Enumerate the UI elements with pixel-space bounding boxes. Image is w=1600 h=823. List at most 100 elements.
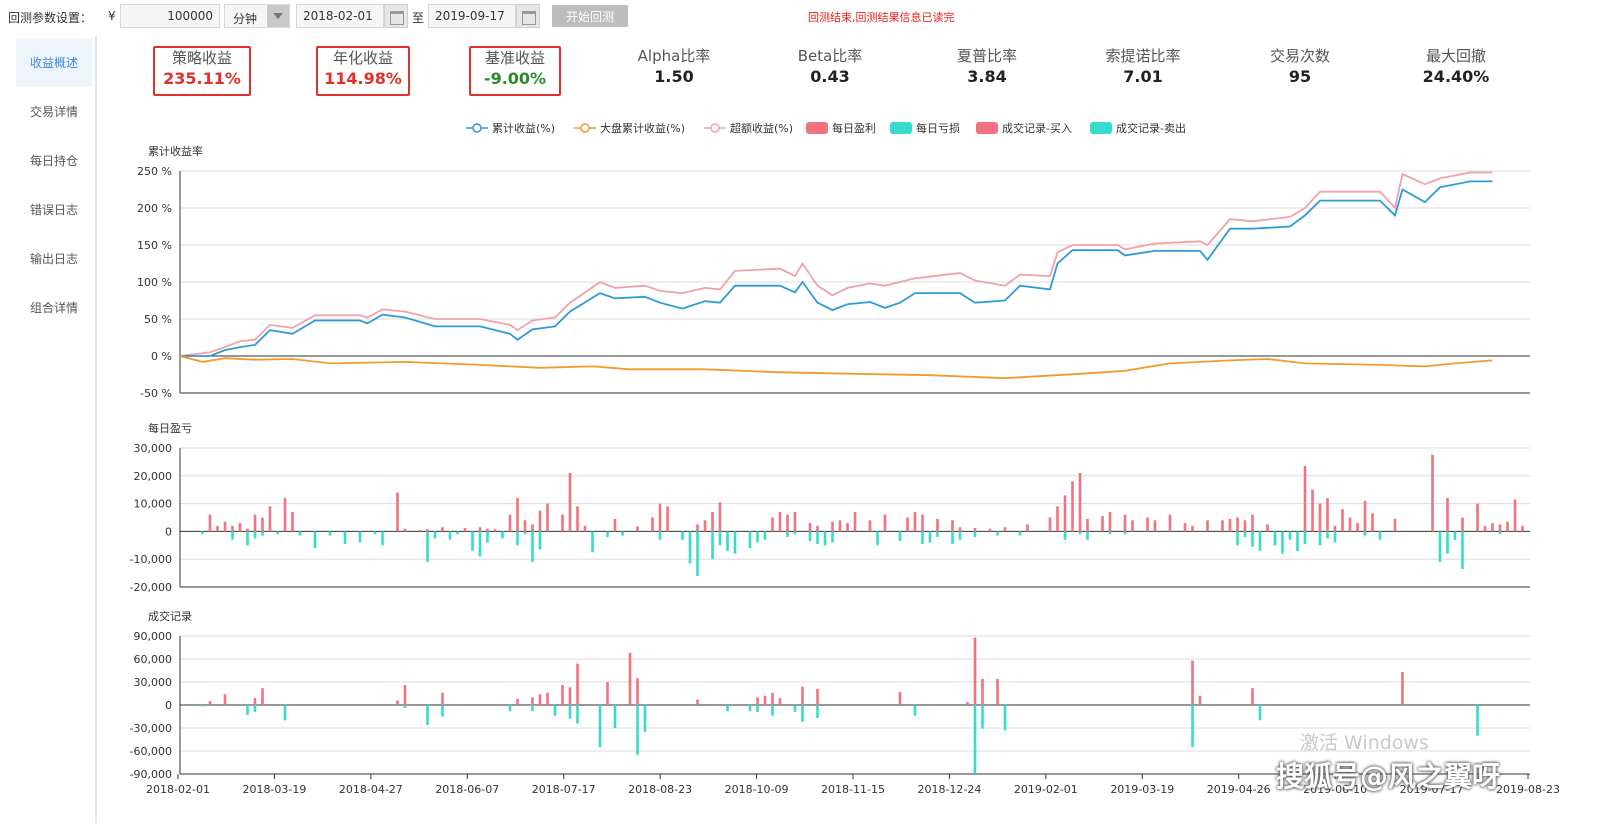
stat-benchmark-return: 基准收益 -9.00% — [469, 46, 561, 96]
y-tick-label: 250 % — [137, 165, 172, 178]
profit-bar — [1048, 517, 1052, 532]
start-date-input[interactable] — [296, 4, 384, 28]
stat-label: 交易次数 — [1269, 47, 1330, 65]
profit-bar — [936, 518, 939, 532]
profit-bar — [1318, 503, 1322, 532]
loss-bar — [1326, 531, 1329, 539]
calendar-icon[interactable] — [384, 4, 408, 28]
loss-bar — [958, 531, 962, 540]
x-tick-label: 2019-03-19 — [1110, 783, 1174, 796]
loss-bar — [1018, 531, 1022, 536]
sidebar: 收益概述 交易详情 每日持仓 错误日志 输出日志 组合详情 — [0, 36, 97, 823]
profit-bar — [538, 510, 542, 532]
capital-input[interactable] — [120, 4, 220, 28]
buy-bar — [576, 663, 579, 705]
y-tick-label: -50 % — [140, 387, 172, 400]
calendar-icon[interactable] — [516, 4, 540, 28]
buy-bar — [606, 682, 609, 705]
sell-bar — [613, 705, 617, 728]
profit-bar — [223, 521, 227, 532]
loss-bar — [1273, 531, 1277, 546]
loss-bar — [793, 531, 797, 535]
profit-bar — [696, 524, 699, 532]
profit-bar — [1498, 524, 1502, 532]
loss-bar — [1063, 531, 1067, 540]
profit-bar — [868, 520, 872, 532]
x-tick-label: 2019-07-17 — [1400, 783, 1464, 796]
profit-bar — [1476, 503, 1479, 532]
x-tick-label: 2019-08-23 — [1496, 783, 1560, 796]
buy-bar — [531, 697, 534, 705]
profit-bar — [1228, 518, 1232, 532]
buy-bar — [208, 701, 212, 705]
profit-bar — [613, 518, 617, 532]
sell-bar — [636, 705, 639, 755]
loss-bar — [606, 531, 609, 537]
y-tick-label: 0 — [165, 525, 172, 538]
loss-bar — [276, 531, 279, 535]
buy-bar — [561, 685, 564, 705]
loss-bar — [456, 531, 459, 535]
loss-bar — [748, 531, 752, 549]
buy-bar — [1191, 660, 1194, 705]
profit-bar — [1393, 518, 1397, 532]
x-tick-label: 2018-12-24 — [917, 783, 981, 796]
sidebar-item-output[interactable]: 输出日志 — [30, 252, 79, 266]
y-tick-label: 0 % — [151, 350, 172, 363]
loss-bar — [808, 531, 812, 542]
sidebar-item-overview[interactable]: 收益概述 — [16, 39, 92, 87]
profit-bar — [1206, 520, 1209, 532]
start-backtest-button[interactable]: 开始回测 — [552, 5, 628, 27]
legend-benchmark: 大盘累计收益(%) — [574, 121, 685, 135]
profit-bar — [718, 502, 722, 532]
chevron-down-icon[interactable] — [267, 5, 289, 27]
loss-bar — [733, 531, 737, 554]
loss-bar — [1446, 531, 1449, 554]
buy-bar — [253, 698, 257, 705]
x-tick-label: 2019-06-10 — [1303, 783, 1367, 796]
frequency-select[interactable]: 分钟 — [224, 4, 290, 28]
sohu-watermark: 搜狐号@风之翼呀 — [1276, 760, 1501, 793]
loss-bar — [501, 531, 504, 539]
loss-bar — [516, 531, 519, 546]
profit-bar — [1191, 525, 1194, 532]
stat-label: Beta比率 — [797, 47, 863, 65]
profit-bar — [561, 514, 564, 532]
profit-bar — [1326, 498, 1329, 532]
sidebar-item-errors[interactable]: 错误日志 — [30, 203, 79, 217]
loss-bar — [1288, 531, 1292, 540]
legend-marker — [472, 123, 482, 133]
sell-bar — [441, 705, 444, 717]
profit-bar — [906, 517, 909, 532]
legend-label: 成交记录-买入 — [1002, 121, 1072, 135]
series-cumulative — [180, 180, 1493, 357]
stat-value: 114.98% — [324, 69, 402, 88]
end-date-input[interactable] — [428, 4, 516, 28]
legend-label: 每日盈利 — [832, 121, 876, 135]
x-tick-label: 2018-08-23 — [628, 783, 692, 796]
buy-bar — [261, 688, 264, 705]
buy-bar — [1198, 695, 1202, 705]
legend-buy: 成交记录-买入 — [976, 121, 1072, 135]
profit-bar — [831, 521, 834, 532]
sidebar-item-trades[interactable]: 交易详情 — [30, 105, 79, 119]
profit-bar — [486, 528, 489, 532]
profit-bar — [291, 511, 294, 532]
profit-bar — [838, 520, 842, 532]
loss-bar — [1078, 531, 1082, 535]
buy-bar — [898, 691, 902, 705]
loss-bar — [831, 531, 834, 543]
loss-bar — [523, 531, 527, 535]
sell-bar — [981, 705, 984, 729]
legend-profit: 每日盈利 — [806, 121, 876, 135]
sidebar-item-holdings[interactable]: 每日持仓 — [30, 154, 79, 168]
y-tick-label: 10,000 — [134, 498, 173, 511]
loss-bar — [823, 531, 827, 546]
profit-bar — [516, 498, 519, 532]
loss-bar — [621, 531, 624, 536]
buy-bar — [981, 678, 984, 705]
profit-bar — [1183, 523, 1187, 532]
sidebar-item-portfolio[interactable]: 组合详情 — [30, 301, 79, 315]
profit-bar — [1168, 514, 1172, 532]
